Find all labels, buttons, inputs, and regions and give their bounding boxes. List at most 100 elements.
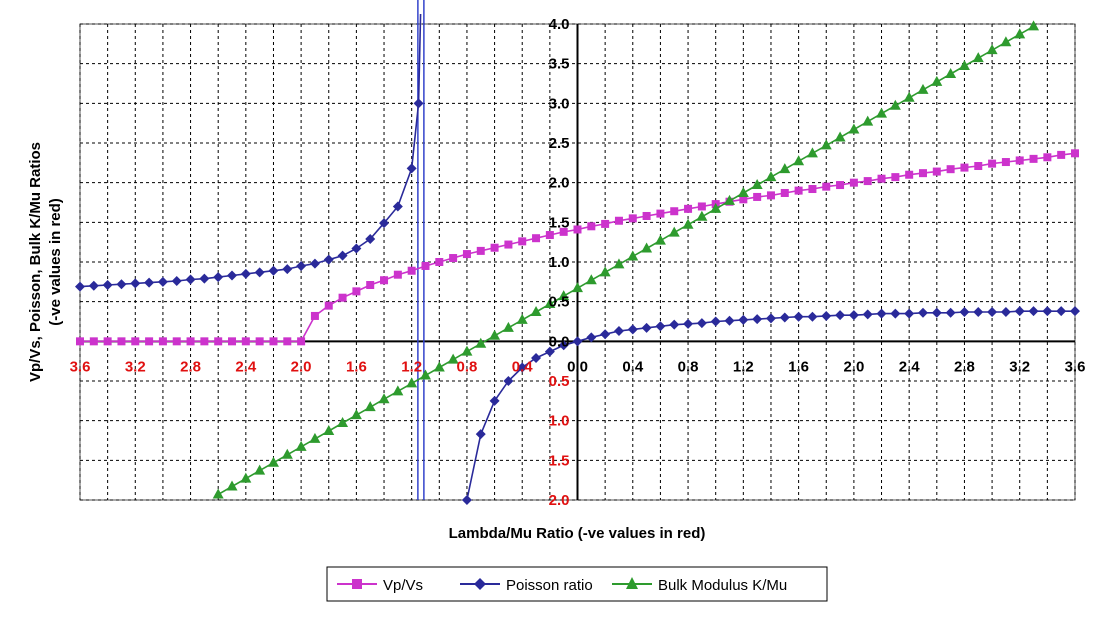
data-point-triangle (461, 345, 473, 356)
data-point-diamond (365, 233, 376, 244)
data-point-diamond (779, 312, 790, 323)
legend: Vp/Vs Poisson ratio Bulk Modulus K/Mu (326, 566, 828, 602)
data-point-square (863, 177, 872, 186)
x-tick-label: 0.8 (457, 358, 478, 375)
legend-marker-bulk (626, 577, 638, 589)
data-point-square (76, 337, 84, 346)
data-point-triangle (530, 305, 542, 316)
data-point-diamond (973, 306, 984, 317)
x-tick-label: 2.0 (291, 358, 312, 375)
tick-labels: 3.6 3.2 2.8 2.4 2.0 1.6 1.2 0.8 0.4 0.0 0.4 0.8 1.2 1… (70, 16, 1086, 509)
data-point-triangle (323, 424, 335, 435)
y-tick-label: 1.0 (549, 254, 570, 271)
x-tick-label: 0.0 (567, 358, 588, 375)
x-tick-label: 2.8 (180, 358, 201, 375)
data-point-diamond (102, 280, 113, 291)
data-point-triangle (917, 83, 929, 94)
data-point-square (697, 202, 706, 211)
x-axis-title: Lambda/Mu Ratio (-ve values in red) (449, 525, 706, 542)
data-point-square (794, 186, 803, 195)
data-point-square (158, 337, 167, 346)
data-point-triangle (1000, 36, 1012, 47)
series-0 (76, 149, 1079, 346)
data-point-diamond (185, 274, 196, 285)
y-tick-label: 4.0 (549, 16, 570, 33)
data-point-diamond (752, 314, 763, 325)
data-point-square (462, 250, 471, 259)
data-point-triangle (502, 321, 514, 332)
data-point-square (518, 237, 527, 246)
data-point-square (407, 266, 416, 275)
data-point-square (891, 173, 900, 182)
data-point-diamond (116, 279, 127, 290)
data-point-square (1029, 154, 1038, 163)
x-tick-label: 0.4 (622, 358, 644, 375)
data-point-diamond (807, 311, 818, 322)
x-tick-label: 1.6 (788, 358, 809, 375)
data-point-square (974, 162, 983, 171)
data-point-diamond (558, 340, 569, 351)
data-point-diamond (268, 265, 279, 276)
data-point-square (214, 337, 223, 346)
data-point-square (559, 227, 568, 236)
data-point-triangle (945, 67, 957, 78)
data-point-triangle (419, 369, 431, 380)
data-point-diamond (157, 276, 168, 287)
x-tick-label: 0.8 (678, 358, 699, 375)
data-point-triangle (931, 75, 943, 86)
data-point-diamond (296, 260, 307, 271)
data-point-triangle (820, 139, 832, 150)
data-point-triangle (834, 131, 846, 142)
data-point-triangle (668, 226, 680, 237)
data-point-diamond (917, 307, 928, 318)
legend-label-vpvs: Vp/Vs (383, 577, 423, 594)
data-point-diamond (835, 310, 846, 321)
data-point-diamond (351, 243, 362, 254)
data-point-triangle (558, 290, 570, 301)
data-point-triangle (295, 440, 307, 451)
data-point-triangle (779, 163, 791, 174)
data-point-diamond (876, 308, 887, 319)
data-point-square (504, 240, 513, 249)
data-point-square (684, 204, 693, 213)
data-point-square (200, 337, 209, 346)
series-layer (75, 13, 1080, 505)
data-point-triangle (544, 298, 556, 309)
data-point-diamond (613, 326, 624, 337)
x-tick-label: 0.4 (512, 358, 534, 375)
data-point-square (366, 281, 375, 290)
data-point-triangle (903, 91, 915, 102)
data-point-diamond (75, 281, 85, 292)
data-point-diamond (862, 309, 873, 320)
data-point-diamond (793, 311, 804, 322)
data-point-square (656, 209, 665, 218)
data-point-square (380, 276, 389, 285)
data-point-square (241, 337, 250, 346)
series-2 (212, 20, 1040, 499)
data-point-square (780, 188, 789, 197)
data-point-triangle (972, 52, 984, 63)
x-tick-label: 1.2 (733, 358, 754, 375)
data-point-square (822, 182, 831, 191)
data-point-square (1071, 149, 1079, 158)
data-point-square (310, 311, 319, 320)
data-point-square (283, 337, 292, 346)
data-point-diamond (945, 307, 956, 318)
data-point-diamond (544, 346, 555, 357)
y-tick-label: 1.5 (549, 452, 570, 469)
data-point-diamond (696, 318, 707, 329)
data-point-diamond (88, 280, 99, 291)
x-tick-label: 2.4 (899, 358, 921, 375)
data-point-square (421, 261, 430, 270)
data-point-diamond (531, 352, 542, 363)
legend-item-bulk: Bulk Modulus K/Mu (612, 577, 787, 594)
data-point-triangle (710, 202, 722, 213)
data-point-square (601, 219, 610, 228)
y-tick-label: 0.0 (549, 333, 570, 350)
data-point-square (587, 222, 596, 231)
data-point-square (89, 337, 98, 346)
data-point-diamond (821, 310, 832, 321)
y-axis-title-line1: Vp/Vs, Poisson, Bulk K/Mu Ratios (27, 142, 44, 382)
data-point-square (269, 337, 278, 346)
y-axis-title-line2: (-ve values in red) (47, 198, 64, 326)
